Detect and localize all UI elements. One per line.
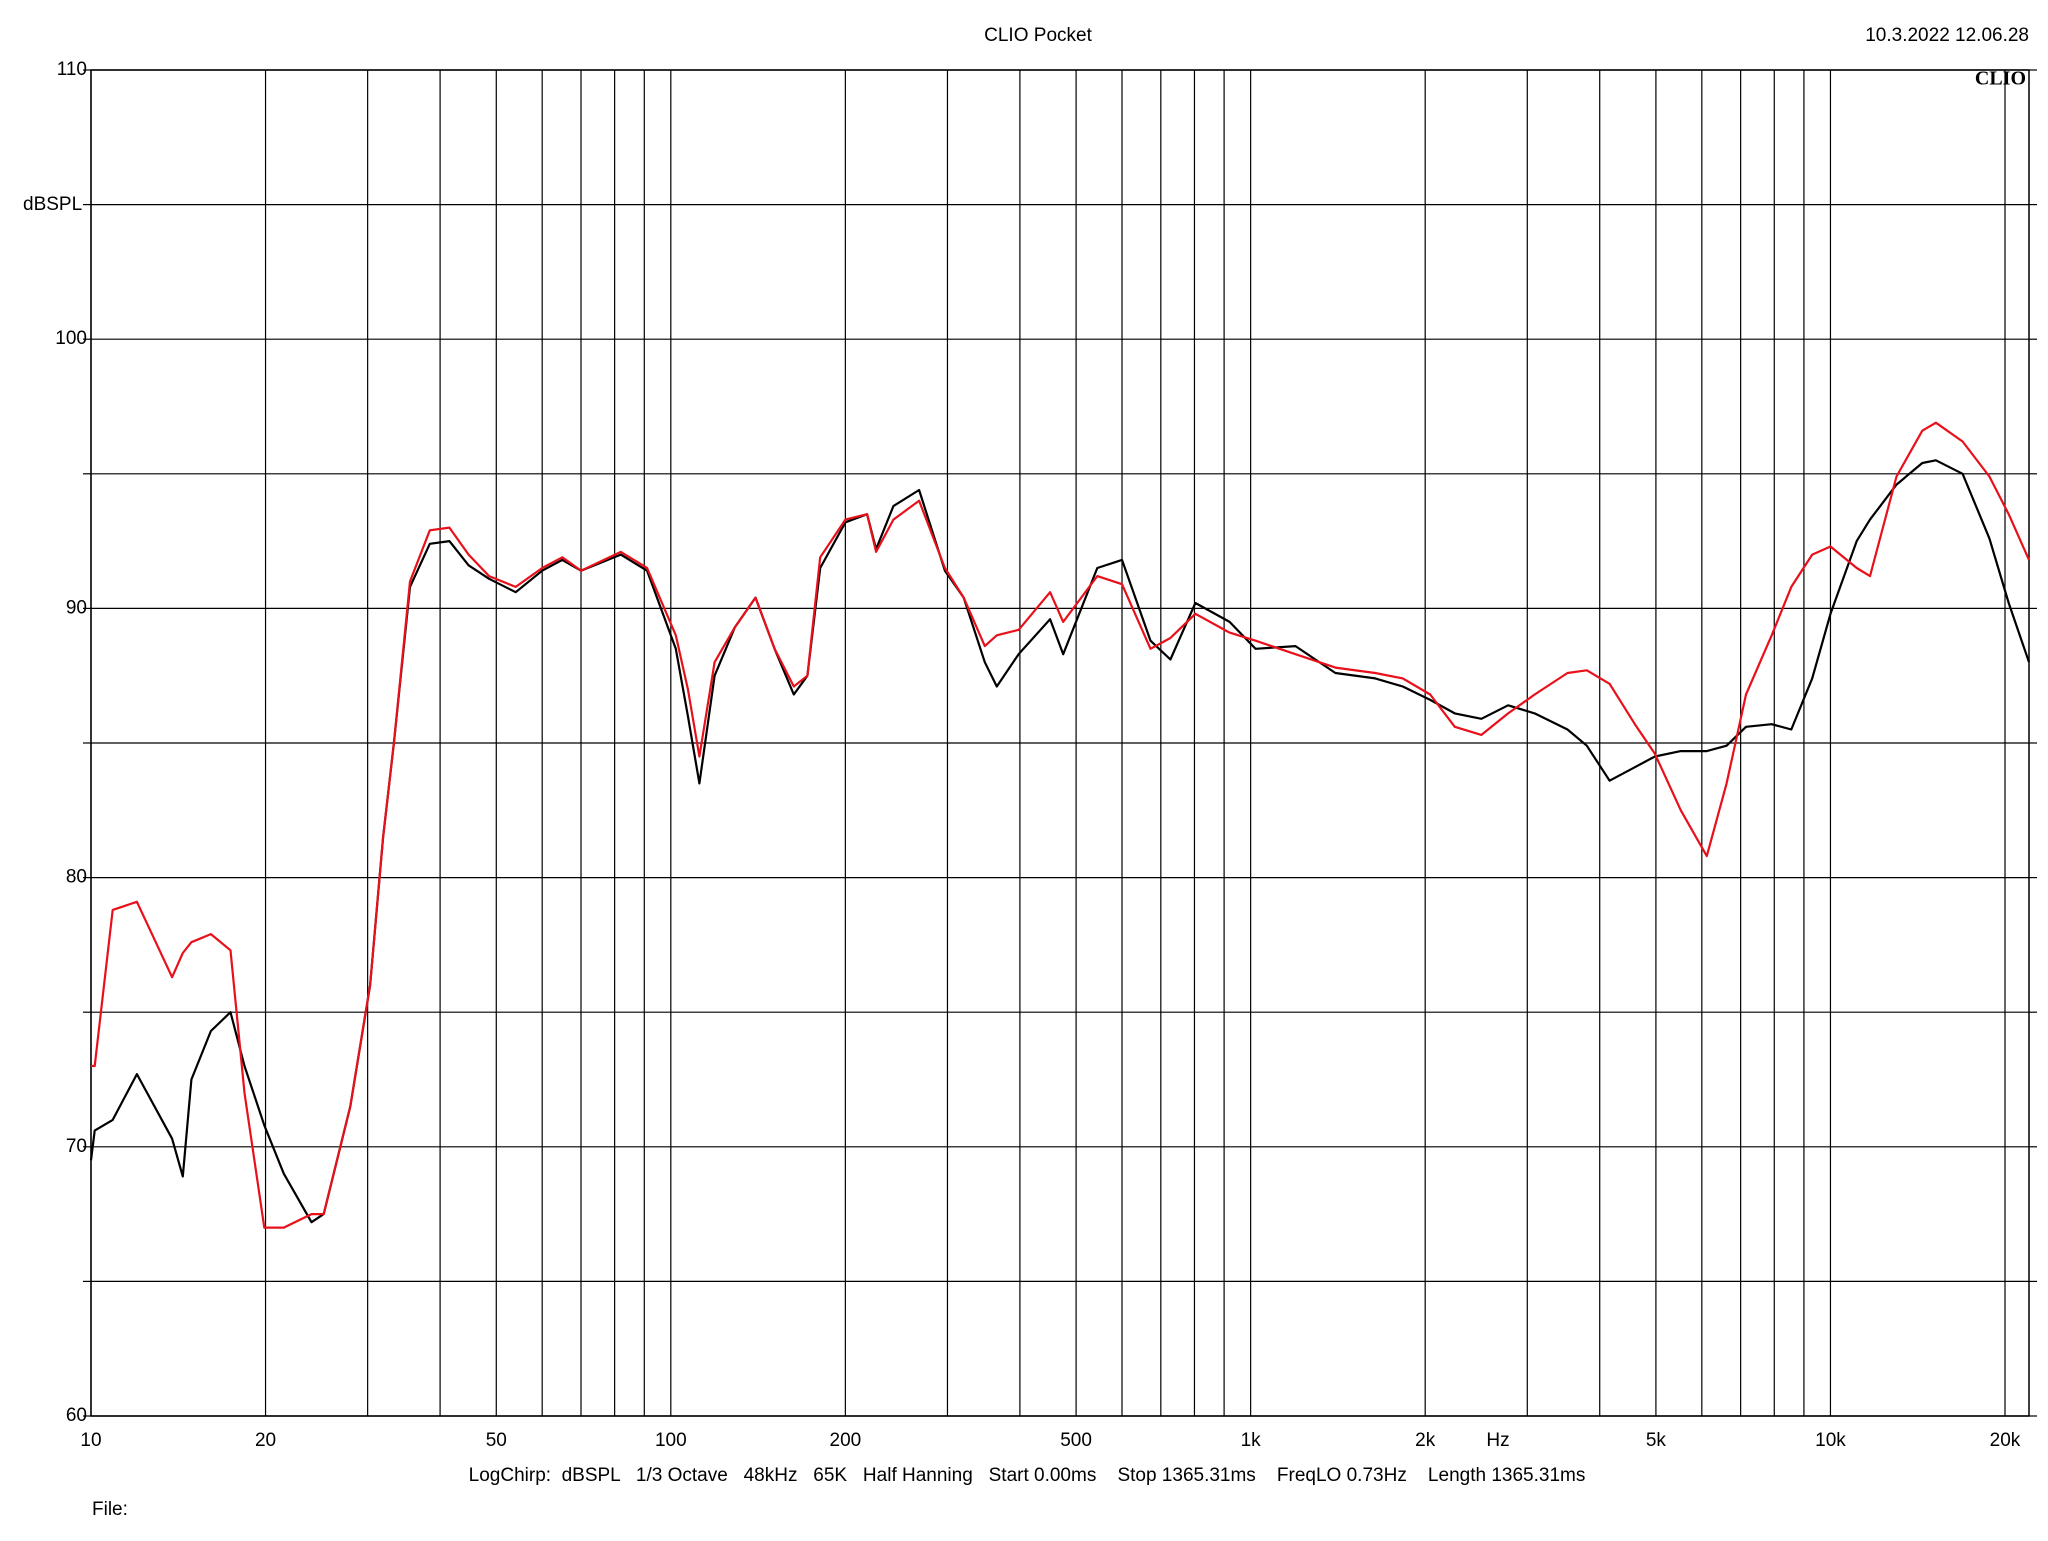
x-tick-label: 5k (1646, 1430, 1667, 1451)
y-tick-label: 90 (66, 597, 87, 618)
chart-title: CLIO Pocket (984, 25, 1092, 46)
y-tick-label: 110 (57, 59, 87, 80)
x-tick-label: 10k (1815, 1430, 1846, 1451)
series-line (91, 421, 2031, 1229)
x-tick-label: 500 (1060, 1430, 1092, 1451)
x-tick-label: 200 (830, 1430, 862, 1451)
x-axis-label: Hz (1486, 1430, 1509, 1451)
x-tick-label: 20k (1990, 1430, 2021, 1451)
y-tick-label: 80 (66, 867, 87, 888)
file-label: File: (92, 1499, 128, 1520)
plot-frame (90, 69, 2030, 1417)
logo: CLIO (1975, 68, 2026, 90)
footer: LogChirp: dBSPL 1/3 Octave 48kHz 65K Hal… (469, 1465, 1586, 1486)
x-tick-label: 100 (655, 1430, 687, 1451)
x-tick-label: 1k (1241, 1430, 1262, 1451)
timestamp: 10.3.2022 12.06.28 (1865, 25, 2029, 46)
x-tick-label: 10 (80, 1430, 101, 1451)
y-tick-label: 70 (66, 1136, 87, 1157)
y-axis-label: dBSPL (23, 194, 82, 215)
x-tick-label: 20 (255, 1430, 276, 1451)
y-tick-label: 100 (55, 328, 87, 349)
x-tick-label: 2k (1415, 1430, 1436, 1451)
x-tick-label: 50 (486, 1430, 507, 1451)
y-tick-label: 60 (66, 1405, 87, 1426)
